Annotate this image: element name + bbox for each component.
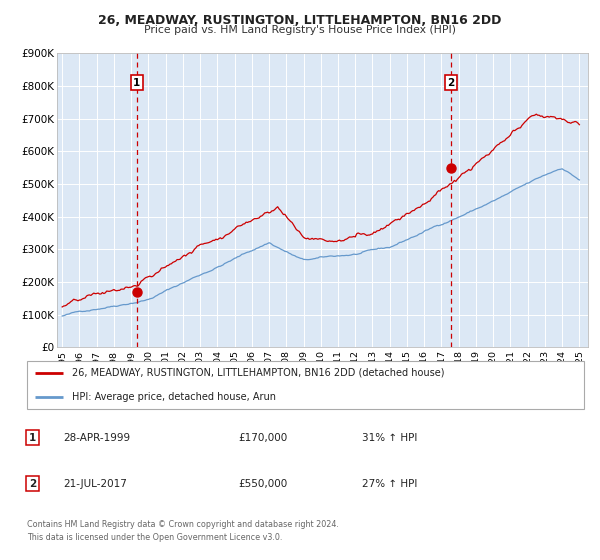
Text: 26, MEADWAY, RUSTINGTON, LITTLEHAMPTON, BN16 2DD: 26, MEADWAY, RUSTINGTON, LITTLEHAMPTON, … (98, 14, 502, 27)
Text: 27% ↑ HPI: 27% ↑ HPI (362, 479, 418, 489)
Text: 21-JUL-2017: 21-JUL-2017 (64, 479, 127, 489)
Text: 1: 1 (29, 432, 36, 442)
FancyBboxPatch shape (27, 361, 584, 409)
Text: 26, MEADWAY, RUSTINGTON, LITTLEHAMPTON, BN16 2DD (detached house): 26, MEADWAY, RUSTINGTON, LITTLEHAMPTON, … (72, 368, 445, 378)
Text: Contains HM Land Registry data © Crown copyright and database right 2024.: Contains HM Land Registry data © Crown c… (27, 520, 339, 529)
Text: This data is licensed under the Open Government Licence v3.0.: This data is licensed under the Open Gov… (27, 533, 283, 542)
Text: 2: 2 (29, 479, 36, 489)
Text: 2: 2 (448, 78, 455, 87)
Text: £170,000: £170,000 (238, 432, 287, 442)
Text: 1: 1 (133, 78, 140, 87)
Text: HPI: Average price, detached house, Arun: HPI: Average price, detached house, Arun (72, 392, 276, 402)
Text: 31% ↑ HPI: 31% ↑ HPI (362, 432, 418, 442)
Text: 28-APR-1999: 28-APR-1999 (64, 432, 131, 442)
Text: Price paid vs. HM Land Registry's House Price Index (HPI): Price paid vs. HM Land Registry's House … (144, 25, 456, 35)
Text: £550,000: £550,000 (238, 479, 287, 489)
